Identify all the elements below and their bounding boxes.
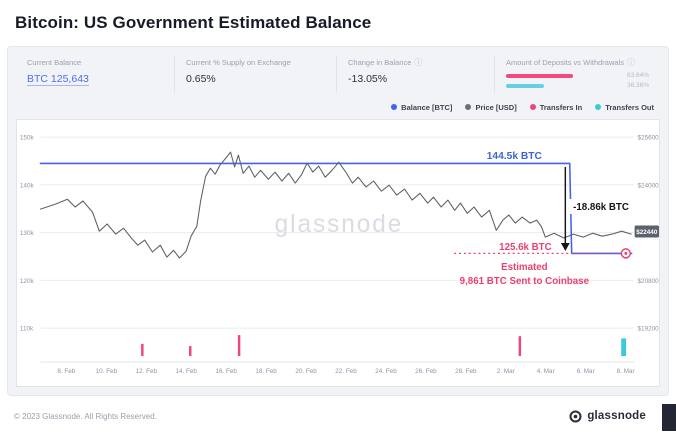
transfers-in-bar xyxy=(518,336,522,356)
withdrawals-bar-row: 36.36% xyxy=(506,82,649,89)
x-axis-label: 18. Feb xyxy=(255,368,277,375)
glassnode-watermark: glassnode xyxy=(275,211,404,238)
x-axis-label: 14. Feb xyxy=(175,368,197,375)
stat-label: Current Balance xyxy=(27,58,82,67)
x-axis-label: 22. Feb xyxy=(335,368,357,375)
legend-item-transfers-in[interactable]: Transfers In xyxy=(529,102,583,112)
y-axis-right-label: $20800 xyxy=(638,278,659,285)
deposits-withdrawals-bars: 63.64% 36.36% xyxy=(506,72,649,89)
y-axis-left-label: 140k xyxy=(20,182,35,189)
drop-arrow-head xyxy=(560,243,570,251)
x-axis-label: 6. Mar xyxy=(577,368,596,375)
footer: © 2023 Glassnode. All Rights Reserved. g… xyxy=(0,398,676,434)
stat-label: Current % Supply on Exchange xyxy=(186,58,291,67)
glassnode-logo-icon xyxy=(569,410,582,422)
bar-percentage: 36.36% xyxy=(626,82,649,89)
x-axis-label: 28. Feb xyxy=(455,368,477,375)
legend-label: Transfers Out xyxy=(605,102,654,112)
x-axis-label: 12. Feb xyxy=(136,368,158,375)
transfers-in-bar xyxy=(141,343,144,356)
annotation-drop-bg xyxy=(569,199,640,214)
x-axis-label: 26. Feb xyxy=(415,368,437,375)
y-axis-left-label: 130k xyxy=(20,230,35,237)
legend-dot-icon xyxy=(529,104,536,110)
stat-label: Change in Balance ⓘ xyxy=(348,58,483,67)
stat-current-balance: Current Balance BTC 125,643 xyxy=(16,56,174,93)
stat-value: -13.05% xyxy=(348,73,388,85)
x-axis-label: 8. Mar xyxy=(617,368,636,375)
dashboard-panel: Current Balance BTC 125,643 Current % Su… xyxy=(7,46,669,396)
transfers-in-bar xyxy=(237,335,241,356)
legend-label: Price [USD] xyxy=(475,102,517,112)
chart-legend: Balance [BTC] Price [USD] Transfers In Tran… xyxy=(8,95,668,119)
chart-canvas[interactable]: 150k$25600140k$24000130k$22400120k$20800… xyxy=(17,120,659,386)
legend-item-balance-btc[interactable]: Balance [BTC] xyxy=(391,103,452,112)
legend-label: Transfers In xyxy=(539,102,583,112)
glassnode-logo: glassnode xyxy=(569,410,646,423)
annotation-low-balance: 125.6k BTC xyxy=(499,242,552,253)
stat-deposits-vs-withdrawals: Amount of Deposits vs Withdrawals ⓘ 63.6… xyxy=(494,56,660,93)
series-line-balance-btc xyxy=(39,162,633,255)
annotation-note-line2: 9,861 BTC Sent to Coinbase xyxy=(460,276,590,287)
transfers-out-bar xyxy=(621,338,627,356)
legend-dot-icon xyxy=(465,104,472,110)
x-axis-label: 16. Feb xyxy=(215,368,237,375)
stat-supply-on-exchange: Current % Supply on Exchange 0.65% xyxy=(174,56,336,93)
page-title: Bitcoin: US Government Estimated Balance xyxy=(15,13,372,32)
site-watermark-badge xyxy=(662,404,676,431)
stat-label-text: Amount of Deposits vs Withdrawals xyxy=(506,58,624,67)
y-axis-left-label: 110k xyxy=(20,326,34,333)
info-icon[interactable]: ⓘ xyxy=(414,57,423,67)
glassnode-logo-text: glassnode xyxy=(587,410,646,422)
annotation-note-line1: Estimated xyxy=(501,262,548,273)
current-balance-link[interactable]: BTC 125,643 xyxy=(27,73,89,86)
balance-endpoint-dot xyxy=(624,251,628,255)
x-axis-label: 24. Feb xyxy=(375,368,397,375)
y-axis-left-label: 150k xyxy=(20,135,35,142)
legend-item-price-usd[interactable]: Price [USD] xyxy=(465,102,517,112)
copyright-text: © 2023 Glassnode. All Rights Reserved. xyxy=(14,411,157,421)
annotation-peak-balance: 144.5k BTC xyxy=(487,151,543,162)
y-axis-right-label: $24000 xyxy=(638,182,659,189)
transfers-in-bar xyxy=(189,346,192,356)
legend-dot-icon xyxy=(595,104,602,110)
stat-label: Amount of Deposits vs Withdrawals ⓘ xyxy=(506,58,649,67)
series-line-price-usd xyxy=(39,151,632,259)
stat-change-in-balance: Change in Balance ⓘ -13.05% xyxy=(336,56,494,93)
deposits-bar-row: 63.64% xyxy=(506,72,649,79)
current-price-tag: $22440 xyxy=(636,229,658,236)
y-axis-right-label: $25600 xyxy=(638,135,659,142)
stats-bar: Current Balance BTC 125,643 Current % Su… xyxy=(8,47,668,95)
legend-label: Balance [BTC] xyxy=(401,102,453,112)
x-axis-label: 20. Feb xyxy=(295,368,317,375)
annotation-drop-amount: -18.86k BTC xyxy=(573,202,629,213)
y-axis-left-label: 120k xyxy=(20,278,35,285)
stat-label-text: Change in Balance xyxy=(348,58,412,67)
current-price-tag-bg xyxy=(634,225,659,238)
y-axis-right-label: $19200 xyxy=(638,326,659,333)
chart-card: 150k$25600140k$24000130k$22400120k$20800… xyxy=(16,119,660,387)
legend-dot-icon xyxy=(391,104,398,110)
withdrawals-bar xyxy=(506,83,544,88)
x-axis-label: 10. Feb xyxy=(96,368,118,375)
info-icon[interactable]: ⓘ xyxy=(626,57,635,67)
x-axis-label: 2. Mar xyxy=(497,368,516,375)
legend-item-transfers-out[interactable]: Transfers Out xyxy=(595,103,654,112)
stat-value: 0.65% xyxy=(186,73,216,85)
x-axis-label: 4. Mar xyxy=(537,368,556,375)
header: Bitcoin: US Government Estimated Balance xyxy=(0,0,676,46)
x-axis-label: 8. Feb xyxy=(57,368,75,375)
deposits-bar xyxy=(506,73,573,78)
bar-percentage: 63.64% xyxy=(626,72,649,79)
